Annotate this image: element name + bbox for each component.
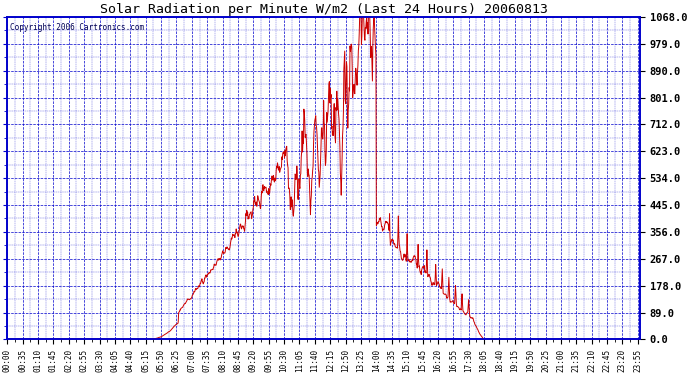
Title: Solar Radiation per Minute W/m2 (Last 24 Hours) 20060813: Solar Radiation per Minute W/m2 (Last 24… — [99, 3, 548, 16]
Text: Copyright 2006 Cartronics.com: Copyright 2006 Cartronics.com — [10, 23, 145, 32]
